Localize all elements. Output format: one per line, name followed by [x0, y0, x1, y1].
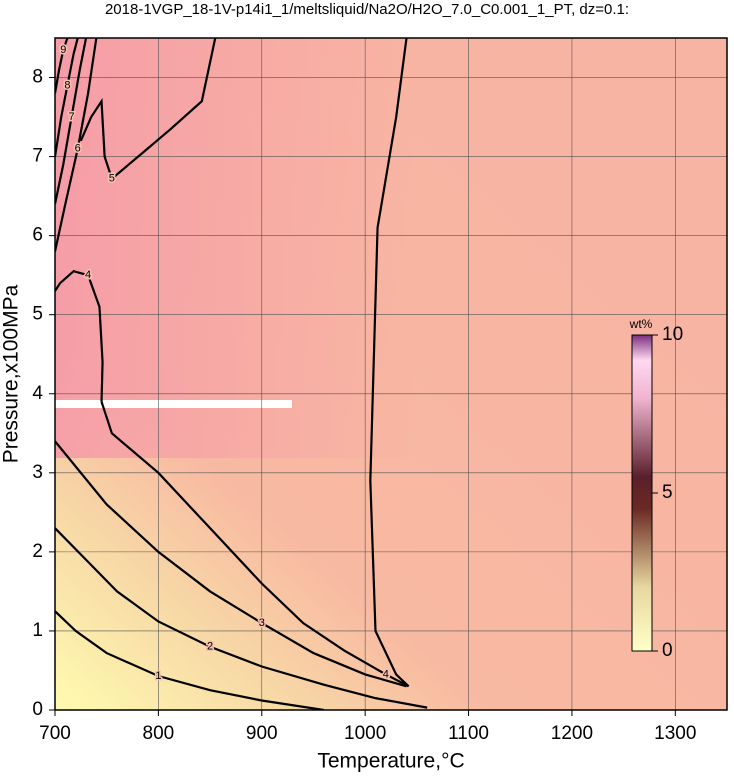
plot-frame — [54, 37, 728, 711]
contour-label: 8 — [64, 79, 70, 91]
x-tick-label: 1300 — [654, 723, 696, 744]
contour-label: 9 — [60, 44, 66, 56]
contour-line — [55, 38, 79, 157]
chart-title: 2018-1VGP_18-1V-p14i1_1/meltsliquid/Na2O… — [105, 1, 629, 18]
x-tick-label: 900 — [246, 723, 278, 744]
contour-label: 4 — [383, 668, 389, 680]
y-tick-label: 0 — [32, 699, 43, 720]
colorbar-tick-label: 10 — [662, 324, 683, 345]
plot-background — [55, 38, 727, 710]
y-tick-label: 5 — [32, 304, 43, 325]
contour-line — [79, 38, 217, 181]
contour-line — [55, 38, 88, 205]
y-tick-label: 4 — [32, 383, 43, 404]
y-tick-label: 1 — [32, 620, 43, 641]
y-tick-label: 3 — [32, 462, 43, 483]
y-tick-label: 8 — [32, 67, 43, 88]
colorbar-tick-label: 5 — [662, 482, 673, 503]
contour-label: 3 — [259, 617, 265, 629]
x-tick-label: 700 — [39, 723, 71, 744]
contour-line — [55, 38, 98, 252]
contour-line — [55, 527, 428, 709]
missing-data-band — [55, 400, 292, 408]
y-axis-label: Pressure,x100MPa — [0, 284, 23, 463]
x-tick-label: 1000 — [344, 723, 386, 744]
y-tick-label: 7 — [32, 146, 43, 167]
contour-label: 5 — [109, 173, 115, 185]
contour-line — [55, 270, 104, 402]
x-tick-label: 800 — [143, 723, 175, 744]
contour-label: 2 — [207, 641, 213, 653]
contour-label: 4 — [85, 269, 91, 281]
colorbar-label: wt% — [629, 317, 653, 331]
contour-line — [100, 38, 410, 688]
contour-line — [55, 440, 407, 688]
colorbar — [631, 334, 653, 652]
contour-label: 1 — [155, 670, 161, 682]
y-tick-label: 2 — [32, 541, 43, 562]
x-tick-label: 1100 — [448, 723, 489, 744]
y-tick-label: 6 — [32, 225, 43, 246]
x-axis-label: Temperature,°C — [317, 750, 464, 773]
contour-line — [55, 610, 324, 710]
colorbar-tick-label: 0 — [662, 640, 673, 661]
contour-label: 7 — [68, 111, 74, 123]
contour-line — [55, 38, 69, 94]
x-tick-label: 1200 — [551, 723, 593, 744]
contour-label: 6 — [75, 143, 81, 155]
